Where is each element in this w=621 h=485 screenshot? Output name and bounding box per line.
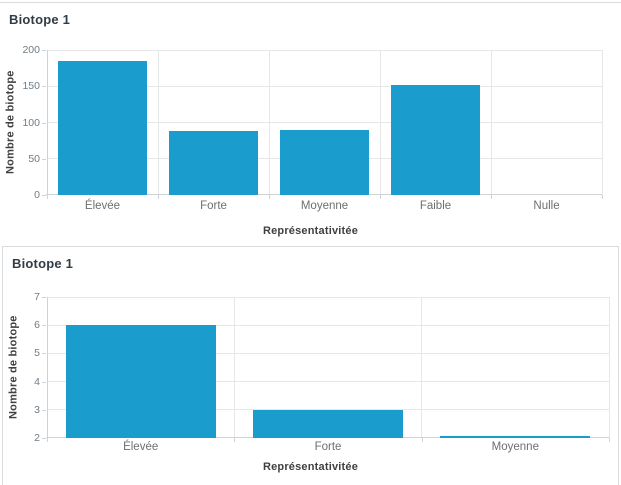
gridline [268, 50, 270, 195]
x-tick-label: Élevée [84, 200, 121, 212]
y-tick-label: 0 [34, 189, 40, 201]
gridline [490, 50, 492, 195]
x-tick-mark [47, 438, 48, 442]
y-tick-label: 50 [28, 152, 40, 165]
plot-area [46, 296, 610, 441]
gridline [421, 297, 423, 438]
y-tick-mark [42, 297, 46, 298]
y-tick-mark [42, 353, 46, 355]
y-tick-label: 5 [34, 347, 40, 360]
y-tick-label: 3 [34, 403, 40, 416]
y-tick-mark [42, 195, 46, 196]
chart-title: Biotope 1 [9, 12, 71, 27]
y-tick-label: 2 [34, 432, 40, 444]
x-tick-mark [491, 195, 492, 199]
x-tick-mark [609, 438, 610, 442]
y-tick-mark [42, 158, 46, 160]
x-tick-mark [421, 438, 423, 442]
gridline [47, 352, 609, 354]
gridline [47, 296, 609, 298]
y-tick-label: 100 [22, 116, 40, 129]
x-tick-label: Forte [314, 441, 342, 453]
chart-title: Biotope 1 [12, 256, 74, 271]
y-tick-mark [42, 381, 46, 383]
x-tick-mark [158, 195, 159, 199]
x-tick-label: Moyenne [300, 200, 349, 212]
gridline [233, 297, 235, 438]
y-tick-mark [42, 325, 46, 327]
gridline [608, 297, 610, 438]
x-tick-mark [602, 195, 603, 199]
gridline [47, 49, 602, 51]
y-axis-title: Nombre de biotope [4, 70, 17, 175]
chart-card-bottom: Biotope 1 2 3 4 5 6 7 Élevée Forte Moyenne Nombre… [2, 246, 619, 485]
gridline [47, 409, 609, 411]
y-tick-label: 200 [22, 44, 40, 56]
bar[interactable] [280, 129, 369, 195]
gridline [47, 122, 602, 123]
x-axis-title: Représentativitée [262, 461, 359, 473]
y-tick-mark [42, 438, 46, 439]
x-tick-mark [380, 195, 381, 199]
y-tick-label: 4 [34, 375, 40, 388]
x-tick-mark [234, 438, 236, 442]
x-axis-title: Représentativitée [262, 225, 359, 237]
x-tick-label: Faible [419, 200, 452, 212]
y-tick-label: 7 [34, 291, 40, 303]
y-axis-title: Nombre de biotope [7, 315, 20, 420]
x-tick-label: Forte [200, 200, 227, 212]
x-tick-label: Moyenne [491, 441, 539, 453]
y-tick-mark [42, 409, 46, 411]
y-tick-mark [42, 86, 46, 88]
chart-card-top: Biotope 1 0 50 100 150 200 Élevée Forte Moyenne… [0, 2, 621, 245]
y-axis-line [47, 50, 48, 198]
y-tick-mark [42, 122, 46, 124]
bar[interactable] [253, 409, 403, 438]
gridline [379, 50, 381, 195]
y-tick-mark [42, 50, 46, 51]
bar[interactable] [440, 436, 591, 438]
bar[interactable] [58, 60, 147, 195]
x-tick-label: Élevée [123, 441, 159, 453]
bar[interactable] [65, 325, 216, 438]
y-tick-label: 6 [34, 319, 40, 332]
y-axis-line [47, 297, 48, 441]
bar[interactable] [391, 84, 480, 195]
gridline [47, 85, 602, 87]
gridline [601, 50, 603, 195]
y-tick-label: 150 [22, 80, 40, 93]
gridline [157, 50, 159, 195]
x-tick-mark [269, 195, 270, 199]
gridline [47, 381, 609, 383]
x-tick-mark [47, 195, 48, 199]
gridline [47, 324, 609, 326]
x-tick-label: Nulle [533, 200, 560, 212]
bar[interactable] [169, 131, 258, 195]
plot-area [46, 49, 603, 198]
